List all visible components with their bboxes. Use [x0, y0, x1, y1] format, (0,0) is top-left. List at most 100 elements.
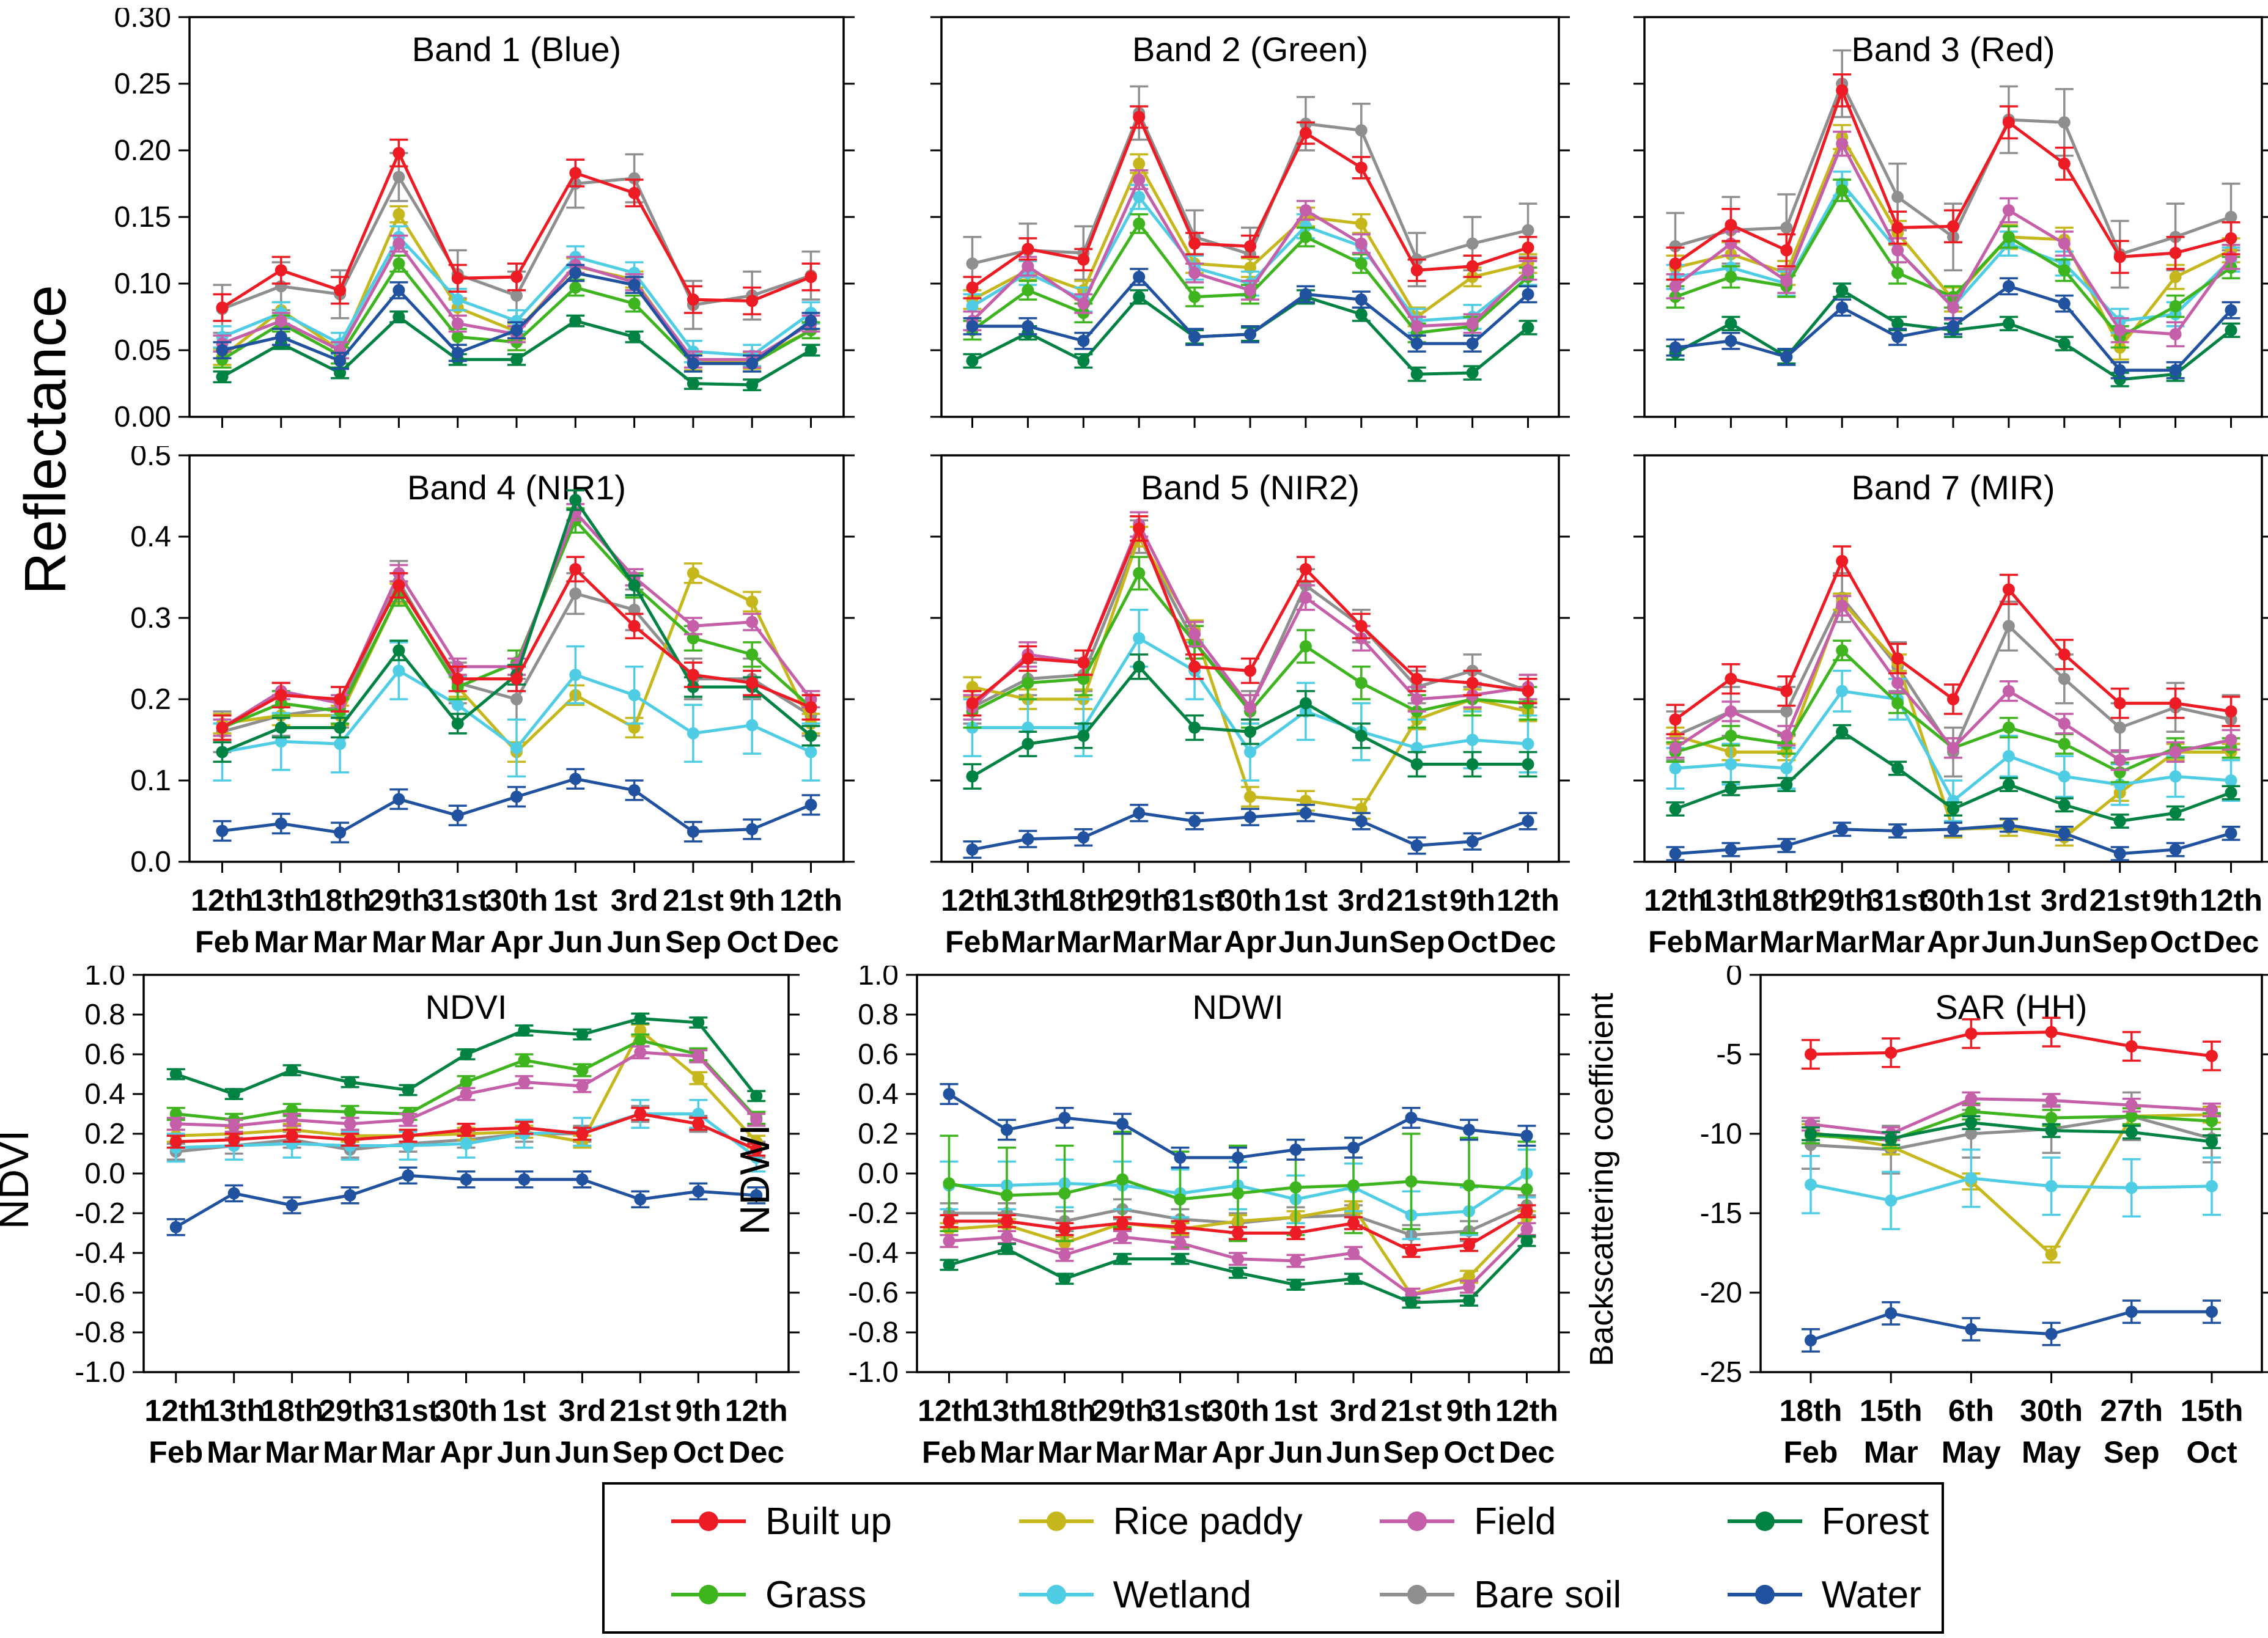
svg-text:12th: 12th [941, 883, 1004, 917]
legend-label-grass: Grass [765, 1573, 867, 1616]
svg-text:12th: 12th [779, 883, 842, 917]
svg-text:12th: 12th [1644, 883, 1707, 917]
svg-text:9th: 9th [729, 883, 775, 917]
svg-text:0.00: 0.00 [114, 401, 171, 433]
legend-label-wetland: Wetland [1113, 1573, 1251, 1616]
svg-text:Apr: Apr [440, 1435, 492, 1469]
legend-label-built-up: Built up [765, 1500, 892, 1543]
svg-text:3rd: 3rd [2041, 883, 2088, 917]
svg-text:18th: 18th [1780, 1394, 1843, 1428]
built-up-marker-icon [671, 1511, 746, 1531]
svg-text:NDWI: NDWI [734, 1124, 778, 1235]
svg-text:Mar: Mar [381, 1435, 435, 1469]
svg-text:-25: -25 [1700, 1356, 1742, 1389]
svg-text:Feb: Feb [195, 925, 249, 959]
svg-text:Band 4 (NIR1): Band 4 (NIR1) [407, 468, 626, 507]
svg-text:29th: 29th [367, 883, 430, 917]
svg-text:Mar: Mar [1037, 1435, 1092, 1469]
svg-text:Jun: Jun [548, 925, 603, 959]
svg-text:-20: -20 [1700, 1277, 1742, 1309]
bare-soil-marker-icon [1380, 1585, 1455, 1604]
svg-text:Mar: Mar [265, 1435, 319, 1469]
svg-text:30th: 30th [435, 1394, 498, 1428]
svg-text:Jun: Jun [1981, 925, 2036, 959]
svg-text:-0.4: -0.4 [75, 1237, 125, 1269]
svg-text:0.1: 0.1 [130, 765, 171, 797]
svg-text:13th: 13th [202, 1394, 265, 1428]
svg-text:12th: 12th [725, 1394, 788, 1428]
svg-text:0.8: 0.8 [84, 999, 125, 1031]
svg-text:Oct: Oct [1443, 1435, 1495, 1469]
legend-label-bare-soil: Bare soil [1474, 1573, 1622, 1616]
chart-band7: 12th Feb 13th Mar 18th Mar 29th Mar 31st Mar 30th A… [1633, 454, 2268, 959]
svg-text:21st: 21st [1386, 883, 1448, 917]
svg-text:13th: 13th [249, 883, 312, 917]
svg-text:Feb: Feb [922, 1435, 976, 1469]
svg-text:Feb: Feb [1784, 1435, 1838, 1469]
svg-text:0.0: 0.0 [858, 1158, 899, 1190]
svg-text:-0.6: -0.6 [75, 1277, 125, 1309]
svg-text:Oct: Oct [673, 1435, 724, 1469]
svg-text:Mar: Mar [372, 925, 426, 959]
svg-text:9th: 9th [1449, 883, 1495, 917]
svg-text:-0.8: -0.8 [848, 1317, 899, 1349]
svg-text:30th: 30th [1207, 1394, 1270, 1428]
svg-text:9th: 9th [2152, 883, 2198, 917]
svg-text:1st: 1st [553, 883, 598, 917]
svg-text:31st: 31st [1867, 883, 1928, 917]
svg-text:0.30: 0.30 [114, 8, 171, 34]
svg-text:Mar: Mar [1704, 925, 1758, 959]
svg-text:Mar: Mar [1864, 1435, 1918, 1469]
svg-text:Mar: Mar [1168, 925, 1222, 959]
svg-text:30th: 30th [2020, 1394, 2083, 1428]
svg-text:Mar: Mar [1871, 925, 1925, 959]
svg-text:Band 7 (MIR): Band 7 (MIR) [1852, 468, 2055, 507]
legend-item-water: Water [1661, 1573, 1942, 1617]
svg-text:9th: 9th [676, 1394, 721, 1428]
svg-text:NDVI: NDVI [0, 1130, 37, 1229]
svg-text:0.05: 0.05 [114, 334, 171, 367]
svg-text:Jun: Jun [1268, 1435, 1323, 1469]
chart-ndvi: -1.0 -0.8 -0.6 -0.4 -0.2 0.0 0.2 0.4 0.6 0.8 1.0 12… [0, 966, 800, 1469]
legend-item-field: Field [1313, 1500, 1661, 1543]
svg-text:SAR (HH): SAR (HH) [1935, 988, 2088, 1026]
svg-text:0.2: 0.2 [130, 683, 171, 716]
svg-text:30th: 30th [485, 883, 548, 917]
svg-text:0: 0 [1726, 966, 1742, 991]
chart-band2: Band 2 (Green) [930, 16, 1570, 428]
svg-text:15th: 15th [2181, 1394, 2244, 1428]
legend-label-field: Field [1474, 1500, 1556, 1543]
svg-text:18th: 18th [260, 1394, 323, 1428]
svg-text:Jun: Jun [555, 1435, 609, 1469]
svg-text:13th: 13th [1699, 883, 1762, 917]
svg-text:29th: 29th [1811, 883, 1874, 917]
svg-text:-0.2: -0.2 [75, 1197, 125, 1230]
svg-text:Jun: Jun [497, 1435, 551, 1469]
field-marker-icon [1380, 1511, 1455, 1531]
svg-text:Jun: Jun [607, 925, 661, 959]
svg-text:Sep: Sep [612, 1435, 668, 1469]
svg-text:12th: 12th [1497, 883, 1559, 917]
svg-text:Mar: Mar [323, 1435, 377, 1469]
chart-sar: -25 -20 -15 -10 -5 0 18th Feb 15th Mar 6th May 30th M… [1583, 966, 2268, 1469]
svg-text:0.20: 0.20 [114, 134, 171, 167]
svg-text:Backscattering coefficient: Backscattering coefficient [1583, 993, 1620, 1366]
svg-text:6th: 6th [1948, 1394, 1994, 1428]
svg-text:May: May [1942, 1435, 2001, 1469]
legend-item-grass: Grass [605, 1573, 952, 1617]
svg-text:Mar: Mar [1095, 1435, 1150, 1469]
svg-text:12th: 12th [144, 1394, 207, 1428]
svg-text:12th: 12th [191, 883, 254, 917]
svg-text:Apr: Apr [490, 925, 543, 959]
chart-band4: 0.00.10.20.30.40.512thFeb13thMar18thMar2… [130, 446, 855, 959]
svg-text:Jun: Jun [1334, 925, 1388, 959]
legend: Built up Rice paddy Field Forest Grass W… [602, 1482, 1944, 1634]
svg-text:-0.8: -0.8 [75, 1317, 125, 1349]
svg-text:Dec: Dec [728, 1435, 784, 1469]
svg-text:Mar: Mar [1759, 925, 1814, 959]
svg-text:-0.2: -0.2 [848, 1197, 899, 1230]
chart-band1: 0.00 0.05 0.10 0.15 0.20 0.25 0.30 Band 1 (Blue… [114, 8, 855, 433]
legend-item-wetland: Wetland [952, 1573, 1313, 1617]
svg-text:Mar: Mar [254, 925, 308, 959]
svg-text:Oct: Oct [2150, 925, 2201, 959]
